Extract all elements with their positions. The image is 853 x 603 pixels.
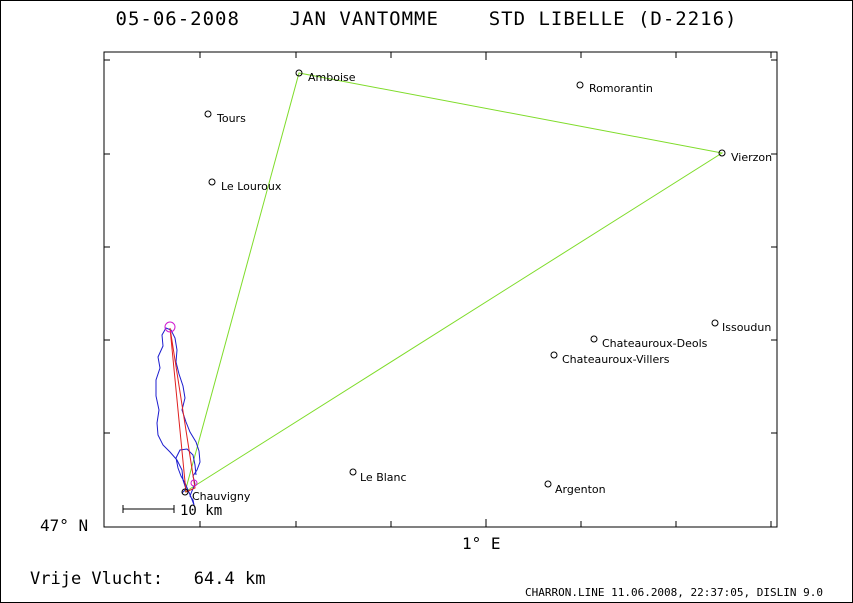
task-route-line — [184, 72, 724, 493]
waypoint-circle-icon — [550, 351, 558, 359]
place-label: Chauvigny — [192, 490, 251, 503]
place-tours: Tours — [204, 110, 246, 125]
place-label: Le Louroux — [221, 180, 282, 193]
waypoint-circle-icon — [208, 178, 216, 186]
latitude-label: 47° N — [40, 516, 88, 535]
place-le-louroux: Le Louroux — [208, 178, 282, 193]
flight-distance-value: 64.4 km — [193, 569, 266, 589]
place-label: Romorantin — [589, 82, 653, 95]
start-marker-icon — [164, 321, 176, 333]
place-label: Chateauroux-Villers — [562, 353, 670, 366]
flight-track — [155, 327, 201, 506]
waypoint-circle-icon — [544, 480, 552, 488]
place-chauvigny: Chauvigny — [181, 488, 251, 503]
place-label: Argenton — [555, 483, 606, 496]
flight-distance-label: Vrije Vlucht: — [30, 569, 164, 589]
waypoint-circle-icon — [718, 149, 726, 157]
flight-date: 05-06-2008 — [115, 8, 240, 30]
free-flight-line — [169, 327, 196, 493]
place-argenton: Argenton — [544, 480, 606, 496]
waypoint-circle-icon — [295, 69, 303, 77]
waypoint-circle-icon — [181, 488, 189, 496]
turnpoint-marker-icon — [190, 479, 198, 487]
place-label: Chateauroux-Deols — [602, 337, 708, 350]
place-le-blanc: Le Blanc — [349, 468, 407, 484]
map-title: 05-06-2008 JAN VANTOMME STD LIBELLE (D-2… — [0, 8, 853, 30]
footer-info: CHARRON.LINE 11.06.2008, 22:37:05, DISLI… — [524, 586, 823, 599]
waypoint-circle-icon — [711, 319, 719, 327]
waypoint-circle-icon — [590, 335, 598, 343]
flight-distance: Vrije Vlucht: 64.4 km — [30, 569, 265, 589]
longitude-label: 1° E — [462, 534, 501, 553]
places-layer: Amboise Romorantin Tours Vierzon Le Lour… — [181, 69, 772, 503]
place-label: Le Blanc — [360, 471, 407, 484]
place-label: Vierzon — [731, 151, 772, 164]
pilot-name: JAN VANTOMME — [289, 8, 439, 30]
place-chateauroux-villers: Chateauroux-Villers — [550, 351, 670, 366]
axis-ticks — [104, 52, 777, 528]
waypoint-circle-icon — [204, 110, 212, 118]
place-romorantin: Romorantin — [576, 81, 653, 95]
map-plot-area — [103, 51, 778, 528]
place-label: Issoudun — [722, 321, 771, 334]
place-vierzon: Vierzon — [718, 149, 772, 164]
place-label: Amboise — [308, 71, 356, 84]
place-issoudun: Issoudun — [711, 319, 771, 334]
place-amboise: Amboise — [295, 69, 356, 84]
scale-bar-label: 10 km — [180, 503, 222, 519]
place-label: Tours — [216, 112, 246, 125]
waypoint-circle-icon — [576, 81, 584, 89]
glider-name: STD LIBELLE (D-2216) — [488, 8, 738, 30]
scale-bar — [122, 505, 175, 513]
place-chateauroux-deols: Chateauroux-Deols — [590, 335, 708, 350]
waypoint-circle-icon — [349, 468, 357, 476]
